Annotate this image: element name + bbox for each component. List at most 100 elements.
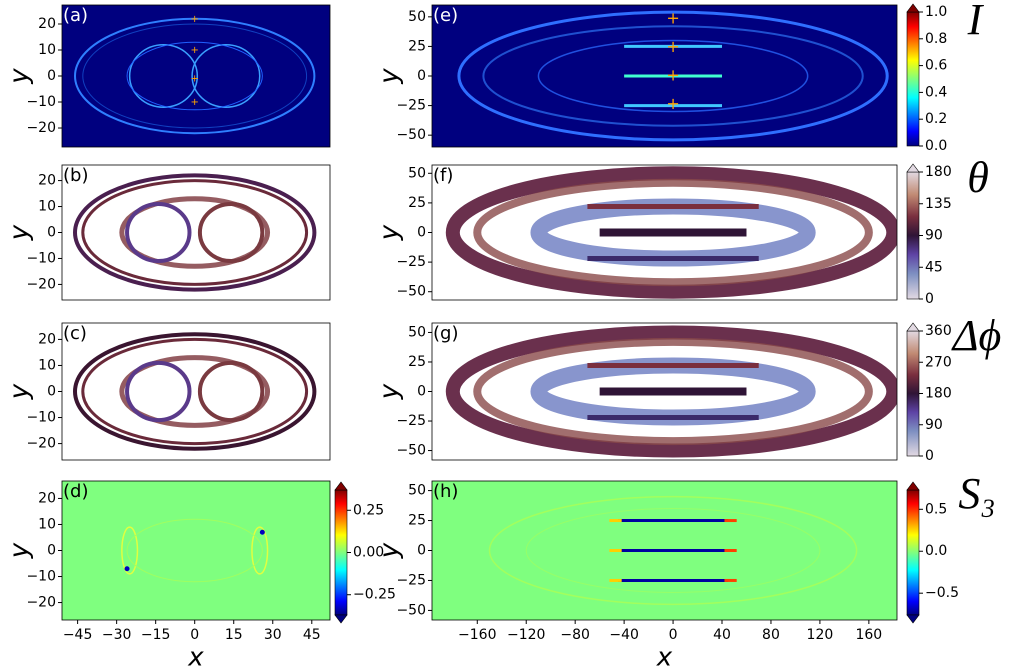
x-tick-label: 160 xyxy=(855,627,882,643)
heatmap: + + + + xyxy=(432,5,897,147)
y-tick-label: 20 xyxy=(38,16,56,32)
y-tick-label: −50 xyxy=(396,284,426,300)
heatmap xyxy=(432,481,897,620)
heatmap xyxy=(62,481,330,620)
colorbar-tick-label: 360 xyxy=(925,323,952,339)
y-axis-label: y xyxy=(375,224,405,241)
field-feature xyxy=(73,173,317,292)
panel-label: (c) xyxy=(63,323,87,344)
x-axis-label: x xyxy=(656,643,673,671)
colorbar-tick-label: 0.8 xyxy=(925,31,947,47)
field-feature xyxy=(473,337,873,446)
colorbar xyxy=(906,171,920,300)
colorbar xyxy=(906,11,920,147)
x-tick-label: 40 xyxy=(713,627,731,643)
y-tick-label: 10 xyxy=(38,42,56,58)
panel-label: (e) xyxy=(433,5,458,26)
colorbar-tick-label: 0 xyxy=(925,291,934,307)
y-tick-label: −25 xyxy=(396,254,426,270)
colorbar-tick-label: 0.5 xyxy=(925,501,947,517)
colorbar-extension xyxy=(906,481,920,491)
colorbar-tick-label: 0.2 xyxy=(925,111,947,127)
panel-label: (g) xyxy=(433,323,458,344)
x-axis-label: x xyxy=(187,643,204,671)
colorbar-tick-label: 180 xyxy=(925,164,952,180)
colorbar-tick-label: 0 xyxy=(925,448,934,464)
y-axis-label: y xyxy=(5,542,35,559)
colorbar-tick-label: 180 xyxy=(925,386,952,402)
colorbar-tick-label: 0.0 xyxy=(925,543,947,559)
field-feature xyxy=(126,41,263,111)
y-tick-label: 0 xyxy=(417,68,426,84)
field-feature xyxy=(473,178,873,287)
y-tick-label: 10 xyxy=(38,199,56,215)
heatmap-background xyxy=(62,481,330,620)
y-tick-label: 25 xyxy=(408,513,426,529)
field-feature xyxy=(488,495,858,606)
field-feature xyxy=(82,23,308,129)
y-tick-label: 0 xyxy=(417,543,426,559)
colorbar xyxy=(334,489,348,616)
x-tick-label: 45 xyxy=(303,627,321,643)
y-axis-label: y xyxy=(375,68,405,85)
colorbar-tick-label: 0.00 xyxy=(353,545,384,561)
x-tick-label: 15 xyxy=(225,627,243,643)
y-tick-label: −20 xyxy=(26,595,56,611)
colorbar-label: I xyxy=(967,0,985,44)
field-feature xyxy=(259,529,265,535)
field-feature xyxy=(125,201,192,264)
colorbar-tick-label: 0.6 xyxy=(925,58,947,74)
panel-label: (f) xyxy=(433,165,453,186)
field-feature xyxy=(251,526,269,575)
y-tick-label: 50 xyxy=(408,9,426,25)
y-axis-label: y xyxy=(5,383,35,400)
y-tick-label: 50 xyxy=(408,324,426,340)
y-tick-label: −10 xyxy=(26,94,56,110)
marker: + xyxy=(191,97,199,108)
marker: + xyxy=(191,74,199,85)
field-feature xyxy=(191,44,261,108)
y-tick-label: −25 xyxy=(396,98,426,114)
panel-label: (h) xyxy=(433,481,458,502)
y-axis-label: y xyxy=(5,68,35,85)
colorbar-extension xyxy=(334,481,348,491)
field-feature xyxy=(197,360,265,423)
y-tick-label: −50 xyxy=(396,443,426,459)
field-feature xyxy=(197,201,265,264)
panel-label: (a) xyxy=(63,5,88,26)
heatmap xyxy=(62,323,330,460)
heatmap-background xyxy=(62,165,330,300)
x-tick-label: 0 xyxy=(190,627,199,643)
y-tick-label: 10 xyxy=(38,516,56,532)
heatmap-background xyxy=(62,5,330,147)
x-tick-label: 80 xyxy=(762,627,780,643)
marker: + xyxy=(666,94,679,113)
marker: + xyxy=(666,37,679,56)
colorbar-tick-label: 90 xyxy=(925,228,943,244)
field-feature xyxy=(482,25,864,127)
y-tick-label: −20 xyxy=(26,436,56,452)
colorbar-tick-label: 270 xyxy=(925,354,952,370)
colorbar-extension xyxy=(906,163,920,173)
y-tick-label: 25 xyxy=(408,38,426,54)
field-feature xyxy=(128,44,199,108)
field-feature xyxy=(121,526,139,575)
y-tick-label: −10 xyxy=(26,250,56,266)
field-feature xyxy=(457,10,889,142)
x-tick-label: 0 xyxy=(669,627,678,643)
y-tick-label: −10 xyxy=(26,410,56,426)
y-tick-label: −25 xyxy=(396,413,426,429)
y-tick-label: 0 xyxy=(417,225,426,241)
field-feature xyxy=(81,179,309,286)
marker: + xyxy=(666,9,679,28)
x-tick-label: −30 xyxy=(102,627,132,643)
field-feature xyxy=(81,337,309,446)
panel-label: (b) xyxy=(63,165,88,186)
y-tick-label: 20 xyxy=(38,173,56,189)
colorbar-extension xyxy=(906,3,920,13)
heatmap: + + + + xyxy=(62,5,330,147)
colorbar-label: S₃ xyxy=(958,469,995,518)
colorbar-extension xyxy=(906,614,920,624)
y-tick-label: 25 xyxy=(408,195,426,211)
